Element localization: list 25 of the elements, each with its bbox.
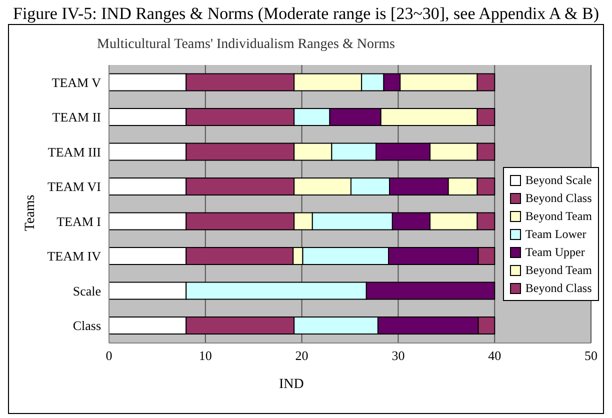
- x-tick-label: 10: [198, 348, 212, 364]
- x-axis-title: IND: [279, 377, 304, 393]
- legend-label: Team Upper: [525, 244, 585, 261]
- x-tick-label: 0: [106, 348, 112, 364]
- x-tick-label: 20: [295, 348, 308, 364]
- y-tick-label: TEAM IV: [47, 248, 102, 264]
- y-tick-label: Class: [72, 318, 101, 334]
- legend-label: Beyond Team: [525, 208, 592, 225]
- legend-label: Beyond Class: [525, 190, 592, 207]
- y-axis-title: Teams: [23, 194, 40, 232]
- chart-subtitle: Multicultural Teams' Individualism Ranges & Norms: [96, 37, 396, 53]
- x-tick-label: 30: [392, 348, 405, 364]
- legend-label: Beyond Scale: [525, 172, 592, 189]
- x-tick-label: 40: [488, 348, 502, 364]
- y-tick-label: TEAM I: [56, 214, 101, 229]
- y-tick-label: TEAM II: [52, 110, 101, 125]
- legend-label: Team Lower: [525, 226, 586, 243]
- x-tick-label: 50: [584, 348, 598, 364]
- legend-label: Beyond Class: [525, 280, 592, 297]
- y-tick-label: Scale: [72, 283, 102, 298]
- y-tick-label: TEAM VI: [47, 179, 101, 194]
- y-tick-label: TEAM V: [52, 74, 102, 90]
- legend-label: Beyond Team: [525, 262, 592, 279]
- y-tick-label: TEAM III: [48, 144, 101, 160]
- chart-title: Figure IV-5: IND Ranges & Norms (Moderate range is [23~30], see Appendix A & B): [12, 4, 600, 24]
